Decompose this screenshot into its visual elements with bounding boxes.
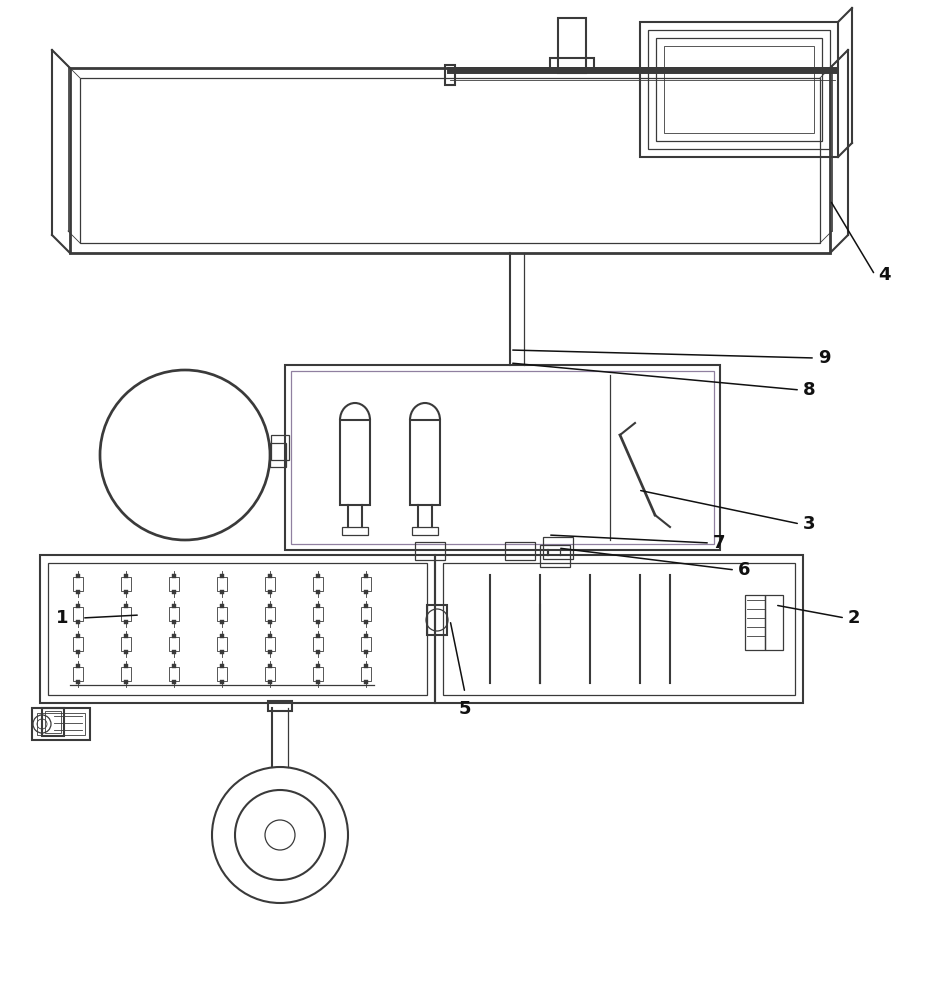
Bar [340, 420, 370, 505]
Text: 3: 3 [803, 515, 815, 533]
Text: 9: 9 [818, 349, 830, 367]
Bar [745, 595, 765, 650]
Bar [270, 443, 286, 467]
Bar [656, 38, 822, 141]
Bar [265, 667, 275, 681]
Bar [73, 607, 83, 621]
Bar [443, 563, 795, 695]
Bar [217, 667, 227, 681]
Bar [169, 667, 179, 681]
Bar [121, 607, 131, 621]
Bar [73, 637, 83, 651]
Bar [361, 637, 371, 651]
Bar [217, 637, 227, 651]
Bar [664, 46, 814, 133]
Bar [268, 701, 292, 711]
Bar [427, 605, 447, 635]
Bar [540, 545, 570, 567]
Bar [543, 537, 573, 559]
Bar [32, 708, 90, 740]
Bar [313, 577, 323, 591]
Bar [445, 65, 455, 85]
Bar [313, 607, 323, 621]
Bar [285, 365, 720, 550]
Bar [121, 577, 131, 591]
Bar [558, 18, 586, 73]
Bar [73, 667, 83, 681]
Bar [640, 22, 838, 157]
Bar [121, 667, 131, 681]
Text: 4: 4 [878, 266, 890, 284]
Text: 2: 2 [848, 609, 860, 627]
Bar [410, 420, 440, 505]
Bar [45, 711, 61, 733]
Bar [40, 555, 435, 703]
Bar [765, 595, 783, 650]
Text: 6: 6 [738, 561, 751, 579]
Bar [415, 542, 445, 560]
Bar [361, 607, 371, 621]
Bar [169, 637, 179, 651]
Bar [121, 637, 131, 651]
Bar [265, 637, 275, 651]
Bar [550, 58, 594, 70]
Bar [505, 542, 535, 560]
Bar [291, 371, 714, 544]
Bar [42, 708, 64, 736]
Bar [80, 78, 820, 243]
Bar [648, 30, 830, 149]
Text: 7: 7 [713, 534, 726, 552]
Bar [48, 563, 427, 695]
Bar [265, 607, 275, 621]
Bar [169, 607, 179, 621]
Bar [342, 527, 368, 535]
Bar [313, 667, 323, 681]
Bar [361, 667, 371, 681]
Bar [435, 555, 803, 703]
Bar [217, 577, 227, 591]
Bar [73, 577, 83, 591]
Bar [412, 527, 438, 535]
Bar [265, 577, 275, 591]
Text: 1: 1 [55, 609, 68, 627]
Bar [313, 637, 323, 651]
Bar [169, 577, 179, 591]
Bar [361, 577, 371, 591]
Text: 5: 5 [459, 700, 472, 718]
Bar [271, 435, 289, 460]
Bar [217, 607, 227, 621]
Text: 8: 8 [803, 381, 815, 399]
Bar [70, 68, 830, 253]
Bar [37, 713, 85, 735]
